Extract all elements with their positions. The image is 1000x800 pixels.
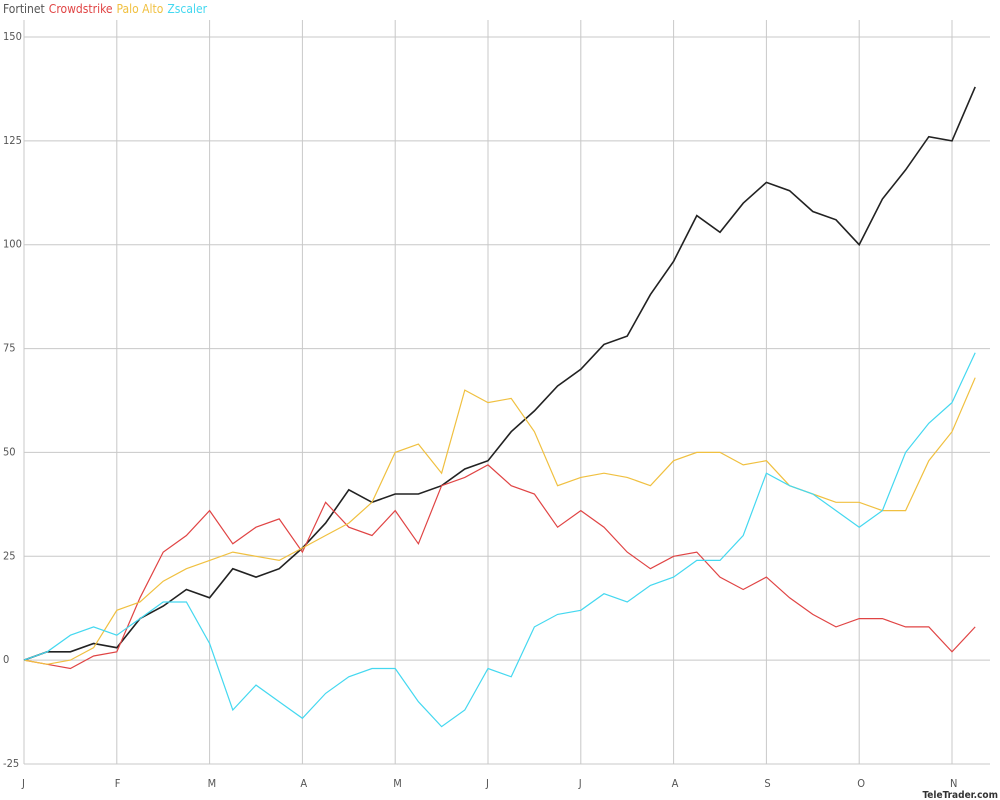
watermark: TeleTrader.com bbox=[922, 790, 998, 800]
y-tick-label: 50 bbox=[3, 445, 16, 458]
series-line bbox=[23, 464, 976, 670]
x-tick-label: A bbox=[300, 777, 307, 790]
x-tick-label: F bbox=[115, 777, 121, 790]
legend-entry: Palo Alto bbox=[117, 2, 164, 16]
x-tick-label: O bbox=[857, 777, 865, 790]
y-tick-label: 75 bbox=[3, 342, 16, 355]
y-tick-label: 25 bbox=[3, 549, 16, 562]
legend-entry: Fortinet bbox=[3, 2, 45, 16]
x-tick-label: A bbox=[672, 777, 679, 790]
x-tick-label: J bbox=[21, 777, 25, 790]
series-line bbox=[23, 86, 976, 661]
y-tick-label: 0 bbox=[3, 653, 9, 666]
x-tick-label: M bbox=[208, 777, 217, 790]
series-line bbox=[23, 377, 976, 665]
x-tick-label: J bbox=[485, 777, 489, 790]
y-tick-label: 150 bbox=[3, 30, 22, 43]
x-tick-label: J bbox=[578, 777, 582, 790]
series-line bbox=[23, 352, 976, 728]
x-tick-label: M bbox=[393, 777, 402, 790]
x-tick-label: S bbox=[764, 777, 770, 790]
x-tick-label: N bbox=[950, 777, 957, 790]
y-tick-label: -25 bbox=[3, 757, 19, 770]
legend-entry: Crowdstrike bbox=[49, 2, 113, 16]
legend: Fortinet Crowdstrike Palo Alto Zscaler bbox=[3, 2, 208, 16]
y-tick-label: 100 bbox=[3, 238, 22, 251]
legend-entry: Zscaler bbox=[167, 2, 207, 16]
y-tick-label: 125 bbox=[3, 134, 22, 147]
